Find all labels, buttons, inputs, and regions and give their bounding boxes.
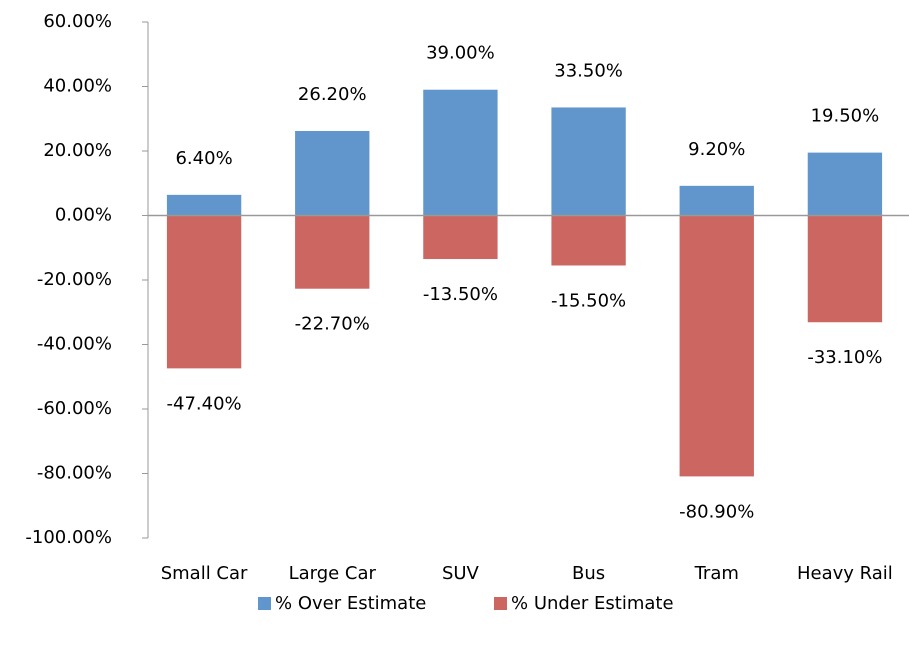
bar xyxy=(295,131,370,216)
y-tick-label: -40.00% xyxy=(37,334,112,355)
bar xyxy=(807,215,883,323)
bar xyxy=(551,215,626,266)
data-label: -80.90% xyxy=(679,501,754,522)
y-tick-label: 40.00% xyxy=(43,76,112,97)
x-tick-label: Small Car xyxy=(161,563,248,584)
bar xyxy=(679,215,754,477)
bar xyxy=(295,215,370,289)
bar xyxy=(423,89,498,216)
x-tick-label: Bus xyxy=(572,563,605,584)
x-tick-label: Tram xyxy=(694,563,739,584)
y-tick-label: -20.00% xyxy=(37,269,112,290)
x-tick-label: Heavy Rail xyxy=(797,563,893,584)
legend-label: % Over Estimate xyxy=(275,593,426,614)
bar xyxy=(166,194,242,216)
data-label: 33.50% xyxy=(554,60,623,81)
legend-swatch xyxy=(258,597,271,610)
bar xyxy=(423,215,498,260)
y-tick-label: 0.00% xyxy=(55,205,112,226)
data-label: -15.50% xyxy=(551,290,626,311)
legend-swatch xyxy=(494,597,507,610)
data-label: 19.50% xyxy=(811,106,880,127)
x-tick-label: Large Car xyxy=(289,563,377,584)
data-label: -47.40% xyxy=(167,393,242,414)
data-label: -13.50% xyxy=(423,284,498,305)
data-label: 6.40% xyxy=(175,148,232,169)
data-label: 39.00% xyxy=(426,43,495,64)
data-label: -33.10% xyxy=(807,347,882,368)
data-label: 9.20% xyxy=(688,139,745,160)
data-label: 26.20% xyxy=(298,84,367,105)
data-label: -22.70% xyxy=(295,314,370,335)
y-tick-label: 20.00% xyxy=(43,140,112,161)
y-tick-label: 60.00% xyxy=(43,11,112,32)
y-tick-label: -60.00% xyxy=(37,398,112,419)
bar xyxy=(807,152,883,216)
bar xyxy=(551,107,626,216)
x-tick-label: SUV xyxy=(442,563,480,584)
legend-label: % Under Estimate xyxy=(511,593,674,614)
y-tick-label: -100.00% xyxy=(25,527,112,548)
bar xyxy=(679,185,754,216)
y-tick-label: -80.00% xyxy=(37,463,112,484)
bar xyxy=(166,215,242,369)
